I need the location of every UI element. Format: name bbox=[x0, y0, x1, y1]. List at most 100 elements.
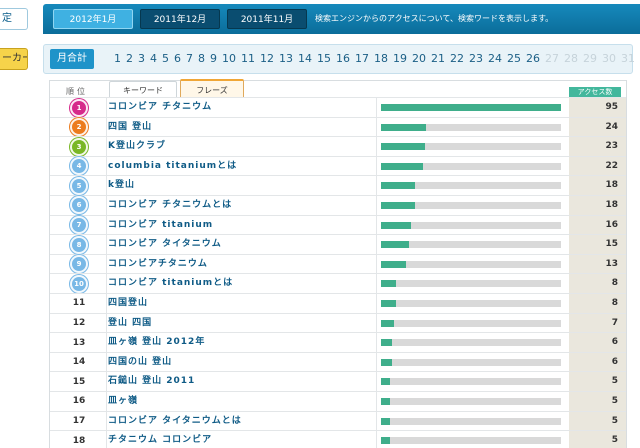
keyword-link[interactable]: columbia titaniumとは bbox=[108, 160, 238, 171]
day-link-17[interactable]: 17 bbox=[355, 52, 369, 65]
day-link-26[interactable]: 26 bbox=[526, 52, 540, 65]
keyword-link[interactable]: 四国 登山 bbox=[108, 121, 153, 132]
day-link-14[interactable]: 14 bbox=[298, 52, 312, 65]
access-bar-fill bbox=[381, 378, 391, 386]
day-link-22[interactable]: 22 bbox=[450, 52, 464, 65]
day-link-3[interactable]: 3 bbox=[138, 52, 145, 65]
access-bar-fill bbox=[381, 162, 423, 170]
table-row: 6 コロンビア チタニウムとは 18 bbox=[50, 194, 626, 215]
sidebar-item-settings[interactable]: 定 bbox=[0, 8, 28, 30]
day-link-8[interactable]: 8 bbox=[198, 52, 205, 65]
access-count: 24 bbox=[569, 117, 626, 137]
tab-month-2012-01[interactable]: 2012年1月 bbox=[53, 9, 133, 29]
sidebar-item-label: 定 bbox=[2, 13, 12, 24]
day-link-13[interactable]: 13 bbox=[279, 52, 293, 65]
day-link-29: 29 bbox=[583, 52, 597, 65]
day-link-12[interactable]: 12 bbox=[260, 52, 274, 65]
rank-cell: 6 bbox=[54, 196, 104, 215]
rank-cell: 17 bbox=[72, 416, 86, 426]
day-link-1[interactable]: 1 bbox=[114, 52, 121, 65]
day-link-18[interactable]: 18 bbox=[374, 52, 388, 65]
day-link-10[interactable]: 10 bbox=[222, 52, 236, 65]
keyword-link[interactable]: コロンビア チタニウムとは bbox=[108, 199, 233, 210]
tab-phrase[interactable]: フレーズ bbox=[180, 79, 244, 98]
access-count: 95 bbox=[569, 98, 626, 117]
access-bar bbox=[381, 319, 561, 327]
day-link-6[interactable]: 6 bbox=[174, 52, 181, 65]
tab-month-2011-12[interactable]: 2011年12月 bbox=[140, 9, 220, 29]
day-link-20[interactable]: 20 bbox=[412, 52, 426, 65]
day-link-2[interactable]: 2 bbox=[126, 52, 133, 65]
tab-month-2011-11[interactable]: 2011年11月 bbox=[227, 9, 307, 29]
keyword-link[interactable]: 皿ヶ嶺 登山 2012年 bbox=[108, 337, 206, 348]
tab-keyword[interactable]: キーワード bbox=[109, 81, 177, 98]
table-row: 16 皿ヶ嶺 5 bbox=[50, 390, 626, 411]
access-count: 8 bbox=[569, 293, 626, 313]
day-link-19[interactable]: 19 bbox=[393, 52, 407, 65]
keyword-link[interactable]: コロンビア チタニウム bbox=[108, 102, 213, 112]
day-link-5[interactable]: 5 bbox=[162, 52, 169, 65]
keyword-link[interactable]: 四国登山 bbox=[108, 297, 149, 308]
access-bar-fill bbox=[381, 358, 393, 366]
access-bar-fill bbox=[381, 241, 410, 249]
access-bar bbox=[381, 182, 561, 190]
table-row: 2 四国 登山 24 bbox=[50, 116, 626, 137]
access-count: 7 bbox=[569, 313, 626, 333]
access-bar-fill bbox=[381, 437, 391, 445]
keyword-link[interactable]: 石鎚山 登山 2011 bbox=[108, 376, 196, 387]
day-link-23[interactable]: 23 bbox=[469, 52, 483, 65]
keyword-link[interactable]: K登山クラブ bbox=[108, 141, 166, 152]
access-count: 16 bbox=[569, 215, 626, 235]
day-link-21[interactable]: 21 bbox=[431, 52, 445, 65]
keyword-link[interactable]: コロンビア titanium bbox=[108, 219, 214, 230]
rank-cell: 13 bbox=[72, 337, 86, 348]
table-row: 13 皿ヶ嶺 登山 2012年 6 bbox=[50, 332, 626, 353]
access-bar bbox=[381, 437, 561, 445]
table-row: 18 チタニウム コロンビア 5 bbox=[50, 430, 626, 448]
rank-cell: 2 bbox=[54, 118, 104, 137]
sidebar-item-marker[interactable]: ーカー bbox=[0, 48, 28, 70]
access-bar-fill bbox=[381, 182, 416, 190]
keyword-link[interactable]: コロンビア titaniumとは bbox=[108, 278, 234, 289]
keyword-link[interactable]: k登山 bbox=[108, 180, 135, 191]
keyword-link[interactable]: コロンビアチタニウム bbox=[108, 258, 208, 269]
day-link-28: 28 bbox=[564, 52, 578, 65]
day-link-7[interactable]: 7 bbox=[186, 52, 193, 65]
access-bar bbox=[381, 358, 561, 366]
access-bar-fill bbox=[381, 221, 412, 229]
keyword-link[interactable]: コロンビア タイタニウム bbox=[108, 239, 222, 250]
keyword-link[interactable]: 皿ヶ嶺 bbox=[108, 395, 139, 406]
day-link-15[interactable]: 15 bbox=[317, 52, 331, 65]
keyword-link[interactable]: チタニウム コロンビア bbox=[108, 435, 213, 446]
access-bar-fill bbox=[381, 104, 561, 111]
table-row: 1 コロンビア チタニウム 95 bbox=[50, 97, 626, 117]
day-link-25[interactable]: 25 bbox=[507, 52, 521, 65]
day-link-11[interactable]: 11 bbox=[241, 52, 255, 65]
access-bar bbox=[381, 280, 561, 288]
table-row: 4 columbia titaniumとは 22 bbox=[50, 155, 626, 176]
access-count: 6 bbox=[569, 333, 626, 353]
table-row: 8 コロンビア タイタニウム 15 bbox=[50, 234, 626, 255]
day-link-24[interactable]: 24 bbox=[488, 52, 502, 65]
keyword-link[interactable]: コロンビア タイタニウムとは bbox=[108, 415, 242, 426]
month-description: 検索エンジンからのアクセスについて、検索ワードを表示します。 bbox=[315, 14, 554, 23]
rank-cell: 1 bbox=[54, 98, 104, 117]
access-bar-fill bbox=[381, 143, 425, 151]
rank-cell: 7 bbox=[54, 216, 104, 235]
day-link-4[interactable]: 4 bbox=[150, 52, 157, 65]
access-bar bbox=[381, 162, 561, 170]
rank-badge-icon: 7 bbox=[72, 218, 86, 233]
day-link-9[interactable]: 9 bbox=[210, 52, 217, 65]
rank-badge-icon: 3 bbox=[72, 139, 86, 154]
keyword-link[interactable]: 登山 四国 bbox=[108, 317, 153, 328]
day-link-16[interactable]: 16 bbox=[336, 52, 350, 65]
access-bar-fill bbox=[381, 280, 397, 288]
keyword-link[interactable]: 四国の山 登山 bbox=[108, 356, 173, 367]
table-row: 7 コロンビア titanium 16 bbox=[50, 214, 626, 235]
access-bar bbox=[381, 339, 561, 347]
monthly-total-button[interactable]: 月合計 bbox=[50, 49, 94, 69]
access-bar bbox=[381, 378, 561, 386]
access-count: 5 bbox=[569, 411, 626, 431]
access-count: 18 bbox=[569, 176, 626, 196]
